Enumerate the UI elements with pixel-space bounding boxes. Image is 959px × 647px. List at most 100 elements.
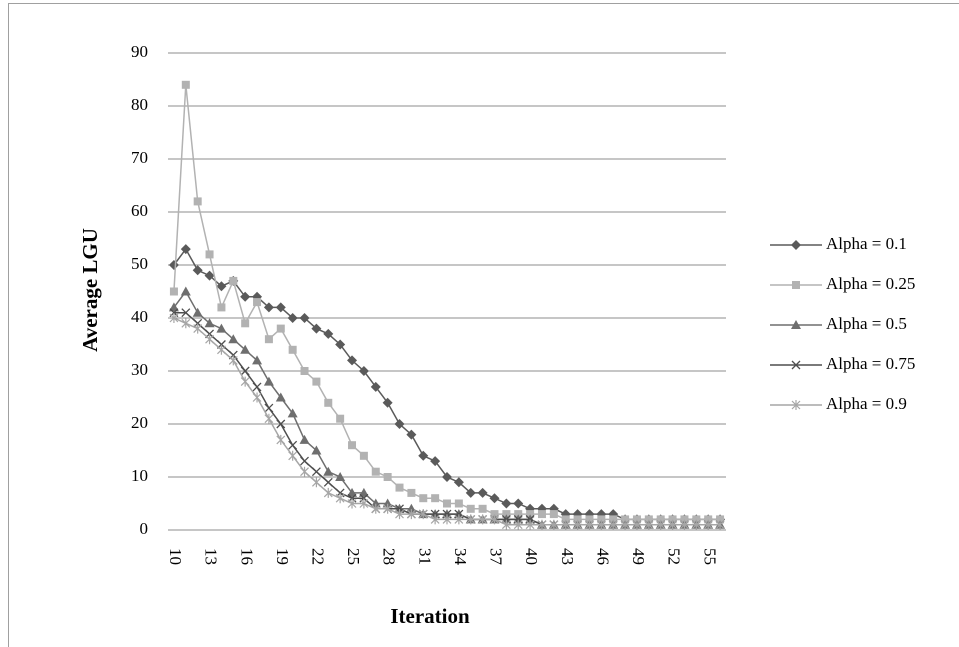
- point-marker: [656, 515, 665, 524]
- marker-shape: [347, 498, 357, 509]
- marker-shape: [406, 509, 416, 520]
- point-marker: [228, 334, 239, 344]
- marker-shape: [370, 498, 381, 508]
- marker-shape: [252, 382, 262, 392]
- point-marker: [335, 472, 346, 481]
- point-marker: [181, 318, 191, 329]
- point-marker: [537, 510, 546, 519]
- marker-shape: [169, 287, 178, 296]
- marker-shape: [347, 487, 358, 497]
- marker-shape: [406, 429, 417, 440]
- x-tick-label: 28: [380, 548, 399, 565]
- marker-shape: [406, 503, 417, 513]
- marker-shape: [263, 376, 274, 386]
- marker-shape: [680, 515, 689, 524]
- point-marker: [537, 519, 547, 530]
- point-marker: [489, 493, 500, 504]
- point-marker: [370, 498, 381, 508]
- point-marker: [288, 440, 298, 450]
- marker-shape: [561, 515, 570, 524]
- x-tick-label: 31: [415, 548, 434, 565]
- marker-shape: [454, 514, 464, 525]
- marker-shape: [193, 197, 202, 206]
- marker-shape: [430, 456, 441, 467]
- point-marker: [312, 377, 321, 386]
- point-marker: [299, 313, 310, 323]
- point-marker: [513, 519, 523, 530]
- marker-shape: [371, 503, 381, 514]
- point-marker: [418, 509, 428, 520]
- marker-shape: [264, 335, 273, 344]
- marker-shape: [228, 355, 238, 366]
- point-marker: [371, 503, 381, 514]
- point-marker: [311, 467, 321, 477]
- point-marker: [299, 434, 310, 444]
- point-marker: [418, 450, 429, 461]
- marker-shape: [336, 414, 345, 423]
- point-marker: [347, 487, 358, 497]
- y-tick-label: 80: [131, 95, 148, 114]
- point-marker: [169, 313, 179, 323]
- marker-shape: [382, 498, 393, 508]
- marker-shape: [418, 450, 429, 461]
- marker-shape: [300, 367, 309, 375]
- marker-shape: [252, 392, 262, 403]
- point-marker: [275, 302, 286, 313]
- marker-shape: [324, 398, 333, 407]
- legend-item: Alpha = 0.9: [770, 394, 907, 413]
- marker-shape: [514, 510, 523, 519]
- point-marker: [620, 519, 630, 530]
- marker-shape: [442, 514, 452, 525]
- point-marker: [792, 281, 800, 289]
- point-marker: [168, 260, 179, 270]
- point-marker: [358, 487, 369, 497]
- x-tick-label: 46: [593, 548, 612, 565]
- point-marker: [443, 499, 451, 508]
- x-tick-label: 34: [451, 548, 470, 566]
- point-marker: [180, 286, 191, 296]
- point-marker: [465, 487, 476, 498]
- point-marker: [791, 320, 801, 329]
- legend-label: Alpha = 0.1: [826, 234, 907, 253]
- x-axis-title: Iteration: [390, 604, 470, 628]
- marker-shape: [241, 319, 250, 328]
- marker-shape: [217, 303, 226, 312]
- point-marker: [406, 429, 417, 440]
- point-marker: [288, 450, 298, 461]
- point-marker: [335, 339, 346, 350]
- marker-shape: [229, 276, 238, 285]
- point-marker: [419, 494, 428, 503]
- marker-shape: [477, 487, 488, 498]
- marker-shape: [537, 510, 546, 519]
- point-marker: [204, 270, 215, 281]
- marker-shape: [407, 488, 416, 497]
- marker-shape: [489, 493, 500, 504]
- point-marker: [359, 498, 369, 509]
- point-marker: [347, 498, 357, 509]
- marker-shape: [632, 519, 642, 530]
- point-marker: [264, 413, 274, 424]
- point-marker: [287, 408, 298, 418]
- point-marker: [241, 319, 250, 328]
- marker-shape: [335, 493, 345, 504]
- marker-shape: [323, 477, 333, 487]
- marker-shape: [168, 302, 179, 312]
- x-tick-label: 13: [202, 548, 221, 565]
- point-marker: [561, 515, 570, 524]
- marker-shape: [276, 419, 286, 429]
- point-marker: [192, 307, 203, 317]
- point-marker: [383, 503, 393, 514]
- marker-shape: [668, 519, 677, 530]
- x-tick-label: 40: [522, 548, 541, 565]
- marker-shape: [180, 244, 191, 255]
- point-marker: [513, 498, 524, 509]
- y-tick-label: 50: [131, 254, 148, 273]
- x-tick-label: 52: [665, 548, 684, 565]
- marker-shape: [513, 519, 523, 530]
- point-marker: [791, 360, 801, 370]
- marker-shape: [537, 519, 547, 530]
- marker-shape: [253, 298, 262, 307]
- point-marker: [596, 519, 606, 530]
- marker-shape: [311, 445, 322, 455]
- marker-shape: [465, 487, 476, 498]
